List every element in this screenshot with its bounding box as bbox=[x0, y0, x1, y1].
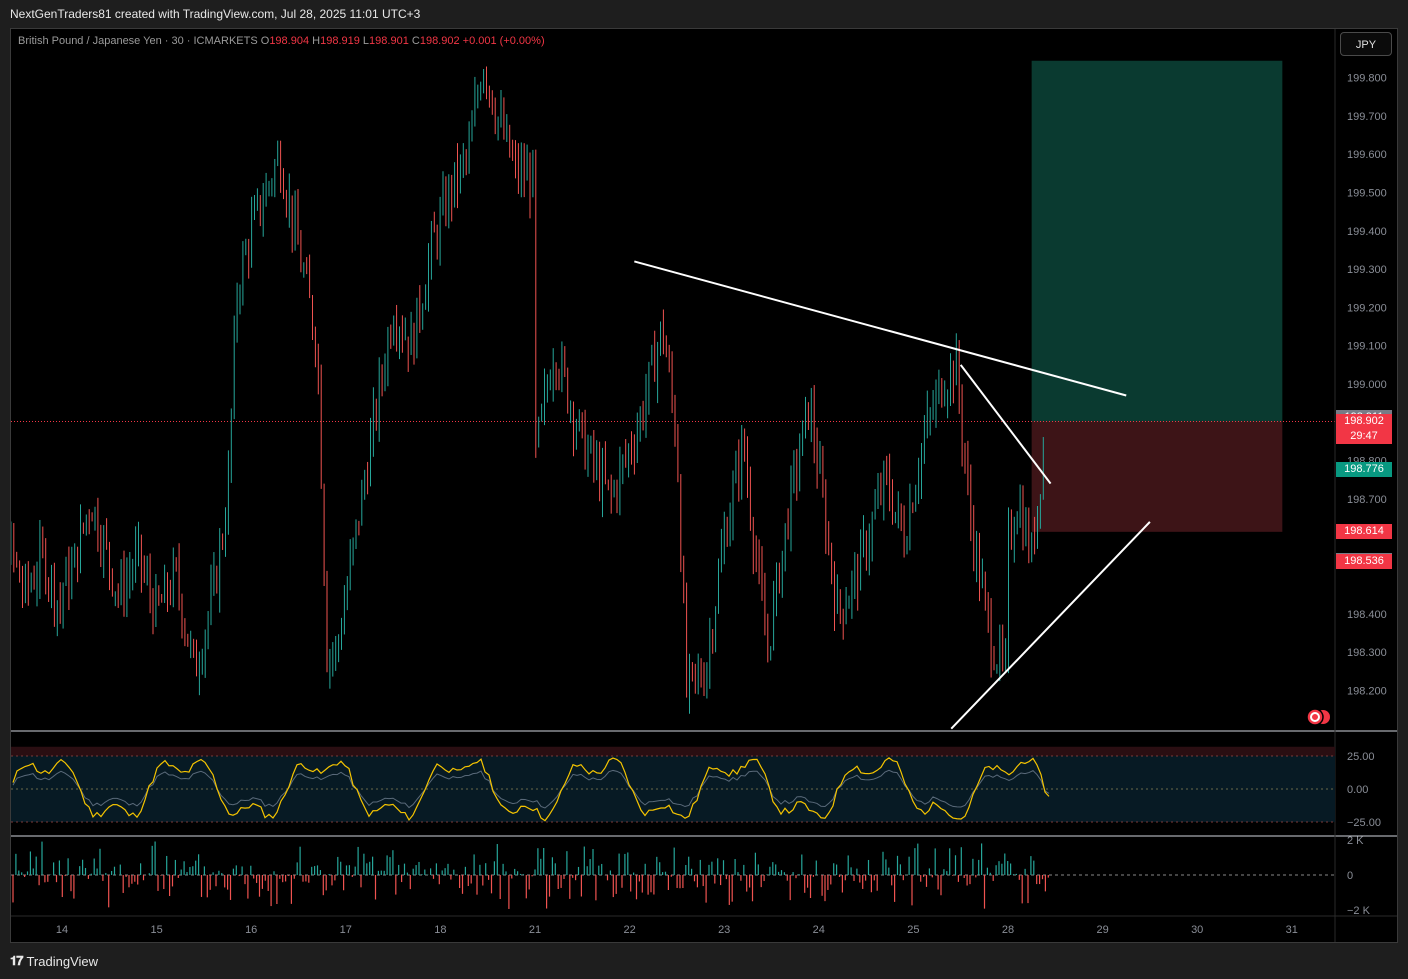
stop-loss-zone bbox=[1031, 421, 1283, 532]
time-tick-label: 15 bbox=[150, 924, 162, 936]
open-value: 198.904 bbox=[269, 35, 310, 47]
open-label: O bbox=[260, 35, 270, 47]
time-tick-label: 18 bbox=[434, 924, 446, 936]
trendline-3 bbox=[950, 521, 1151, 730]
price-tick-label: 199.400 bbox=[1347, 226, 1387, 238]
price-tick-label: 199.300 bbox=[1347, 264, 1387, 276]
osc-tick-label: 25.00 bbox=[1347, 751, 1375, 763]
tradingview-brand[interactable]: 𝟏𝟕 TradingView bbox=[10, 953, 98, 969]
osc-tick-label: −25.00 bbox=[1347, 817, 1381, 829]
time-tick-label: 30 bbox=[1191, 924, 1203, 936]
time-tick-label: 29 bbox=[1096, 924, 1108, 936]
price-tick-label: 199.600 bbox=[1347, 149, 1387, 161]
price-badge: 198.902 29:47 bbox=[1336, 413, 1392, 444]
price-badge-value: 198.536 bbox=[1344, 554, 1384, 567]
osc-line bbox=[12, 757, 1050, 822]
alert-icon[interactable] bbox=[1303, 708, 1333, 726]
currency-button[interactable]: JPY bbox=[1340, 32, 1392, 56]
time-tick-label: 28 bbox=[1002, 924, 1014, 936]
price-badge-countdown: 29:47 bbox=[1350, 429, 1378, 442]
price-badge: 198.776 bbox=[1336, 461, 1392, 477]
symbol-name: British Pound / Japanese Yen · 30 · ICMA… bbox=[18, 35, 258, 47]
close-label: C bbox=[411, 35, 420, 47]
price-tick-label: 199.500 bbox=[1347, 188, 1387, 200]
bottom-bar bbox=[0, 944, 1408, 979]
osc-signal-line bbox=[12, 769, 1050, 809]
low-value: 198.901 bbox=[369, 35, 409, 47]
trendline-1 bbox=[634, 260, 1127, 397]
price-tick-label: 199.200 bbox=[1347, 302, 1387, 314]
chart-credit: NextGenTraders81 created with TradingVie… bbox=[10, 7, 421, 21]
symbol-legend: British Pound / Japanese Yen · 30 · ICMA… bbox=[18, 35, 545, 47]
time-tick-label: 22 bbox=[623, 924, 635, 936]
high-value: 198.919 bbox=[320, 35, 360, 47]
trendline-2 bbox=[959, 364, 1052, 485]
price-badge: 198.614 bbox=[1336, 523, 1392, 539]
price-badge-value: 198.776 bbox=[1344, 462, 1384, 475]
price-tick-label: 198.400 bbox=[1347, 609, 1387, 621]
time-tick-label: 23 bbox=[718, 924, 730, 936]
tradingview-logo-icon: 𝟏𝟕 bbox=[10, 953, 24, 968]
delta-tick-label: −2 K bbox=[1347, 905, 1371, 917]
delta-tick-label: 2 K bbox=[1347, 835, 1364, 847]
candles-group bbox=[11, 66, 1044, 714]
time-tick-label: 25 bbox=[907, 924, 919, 936]
close-value: 198.902 bbox=[419, 35, 460, 47]
time-tick-label: 16 bbox=[245, 924, 257, 936]
time-tick-label: 24 bbox=[813, 924, 825, 936]
price-tick-label: 198.200 bbox=[1347, 685, 1387, 697]
change-value: +0.001 (+0.00%) bbox=[462, 35, 545, 47]
low-label: L bbox=[362, 35, 370, 47]
time-tick-label: 31 bbox=[1286, 924, 1298, 936]
price-badge: 198.536 bbox=[1336, 553, 1392, 569]
brand-name: TradingView bbox=[26, 953, 99, 969]
time-tick-label: 14 bbox=[56, 924, 68, 936]
price-tick-label: 199.700 bbox=[1347, 111, 1387, 123]
price-tick-label: 198.300 bbox=[1347, 647, 1387, 659]
osc-tick-label: 0.00 bbox=[1347, 784, 1368, 796]
price-tick-label: 198.700 bbox=[1347, 494, 1387, 506]
price-tick-label: 199.000 bbox=[1347, 379, 1387, 391]
chart-canvas[interactable]: 199.800 199.700 199.600 199.500 199.400 199.3… bbox=[11, 29, 1397, 942]
delta-bars-group bbox=[12, 841, 1049, 909]
time-tick-label: 17 bbox=[340, 924, 352, 936]
delta-tick-label: 0 bbox=[1347, 870, 1353, 882]
price-tick-label: 199.100 bbox=[1347, 341, 1387, 353]
profit-target-zone bbox=[1031, 60, 1283, 422]
top-bar: NextGenTraders81 created with TradingVie… bbox=[0, 0, 1408, 28]
time-tick-label: 21 bbox=[529, 924, 541, 936]
price-tick-label: 199.800 bbox=[1347, 73, 1387, 85]
osc-upper-band bbox=[11, 746, 1335, 756]
price-badge-value: 198.902 bbox=[1344, 414, 1384, 427]
high-label: H bbox=[312, 35, 321, 47]
price-badge-value: 198.614 bbox=[1344, 524, 1384, 537]
